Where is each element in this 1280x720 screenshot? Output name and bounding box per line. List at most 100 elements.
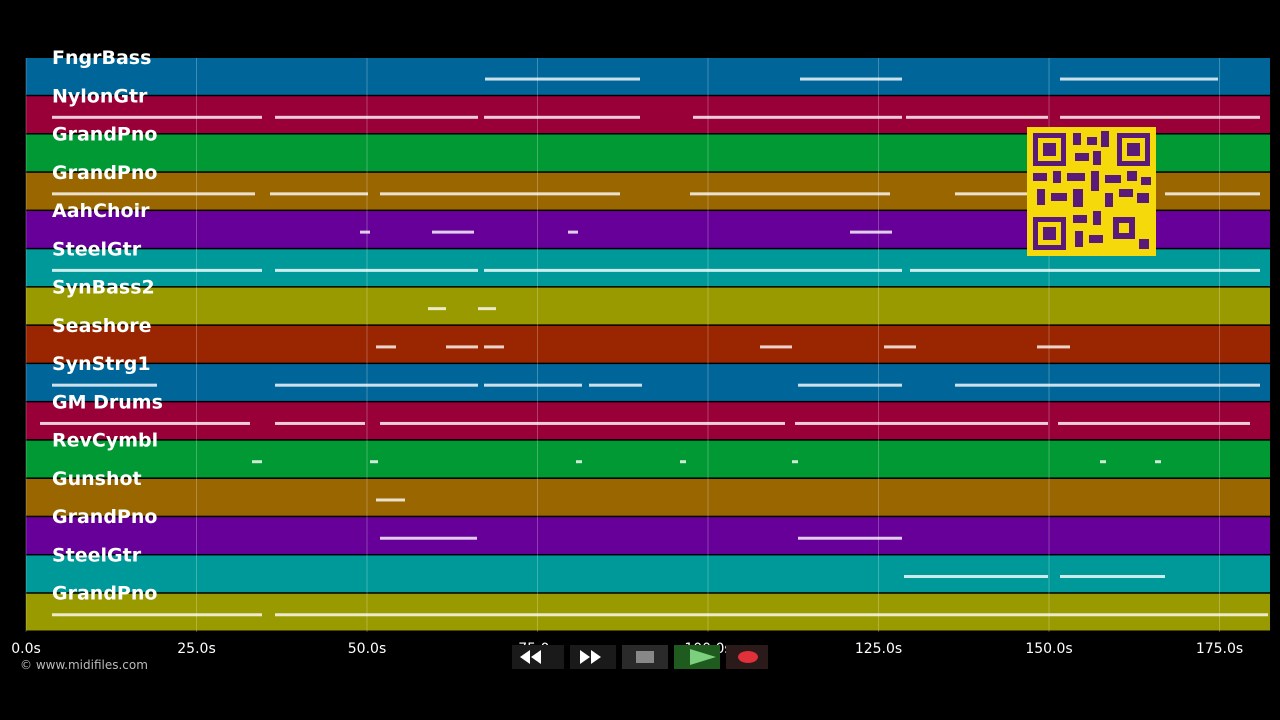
note-strip bbox=[1060, 77, 1218, 81]
track-label: GrandPno bbox=[52, 162, 157, 184]
track-label: GrandPno bbox=[52, 506, 157, 528]
forward-button[interactable] bbox=[570, 645, 616, 669]
note-strip bbox=[798, 536, 902, 540]
track-row bbox=[26, 478, 1270, 516]
track-label: SynBass2 bbox=[52, 277, 155, 299]
note-strip bbox=[884, 345, 916, 349]
play-button[interactable] bbox=[674, 645, 720, 669]
track-label: GrandPno bbox=[52, 583, 157, 605]
track-label: SteelGtr bbox=[52, 544, 142, 566]
tick-label: 125.0s bbox=[855, 641, 902, 657]
tick-label: 150.0s bbox=[1025, 641, 1072, 657]
note-strip bbox=[589, 383, 642, 387]
qr-code bbox=[1027, 127, 1156, 256]
track-row bbox=[26, 96, 1270, 134]
track-label: SynStrg1 bbox=[52, 353, 151, 375]
tick-label: 0.0s bbox=[11, 641, 41, 657]
note-strip bbox=[376, 498, 405, 502]
note-strip bbox=[955, 192, 1048, 196]
note-strip bbox=[360, 230, 370, 234]
track-row bbox=[26, 58, 1270, 95]
note-strip bbox=[432, 230, 474, 234]
note-strip bbox=[275, 421, 365, 425]
note-strip bbox=[275, 383, 478, 387]
note-strip bbox=[275, 115, 478, 119]
track-row bbox=[26, 593, 1270, 631]
note-strip bbox=[904, 575, 1048, 579]
note-strip bbox=[1058, 421, 1250, 425]
note-strip bbox=[52, 383, 157, 387]
note-strip bbox=[485, 77, 640, 81]
note-strip bbox=[795, 421, 1048, 425]
tick-label: 25.0s bbox=[177, 641, 215, 657]
note-strip bbox=[955, 383, 1260, 387]
note-strip bbox=[376, 345, 396, 349]
note-strip bbox=[252, 460, 262, 464]
track-labels: FngrBass NylonGtr GrandPno GrandPno AahChoir… bbox=[52, 47, 163, 605]
note-strip bbox=[380, 536, 477, 540]
track-label: SteelGtr bbox=[52, 238, 142, 260]
notes bbox=[40, 77, 1268, 617]
track-label: GM Drums bbox=[52, 391, 163, 413]
stop-button[interactable] bbox=[622, 645, 668, 669]
note-strip bbox=[792, 460, 798, 464]
note-strip bbox=[52, 115, 262, 119]
note-strip bbox=[484, 345, 504, 349]
note-strip bbox=[760, 345, 792, 349]
note-strip bbox=[1037, 345, 1070, 349]
tick-label: 175.0s bbox=[1196, 641, 1243, 657]
rewind-button[interactable] bbox=[512, 645, 564, 669]
note-strip bbox=[270, 192, 368, 196]
track-label: Gunshot bbox=[52, 468, 142, 490]
track-label: RevCymbl bbox=[52, 430, 158, 452]
track-label: AahChoir bbox=[52, 200, 150, 222]
note-strip bbox=[446, 345, 478, 349]
note-strip bbox=[484, 268, 902, 272]
note-strip bbox=[576, 460, 582, 464]
note-strip bbox=[910, 268, 1260, 272]
tick-label: 50.0s bbox=[348, 641, 386, 657]
note-strip bbox=[1060, 575, 1165, 579]
note-strip bbox=[52, 268, 262, 272]
track-row bbox=[26, 402, 1270, 440]
note-strip bbox=[850, 230, 892, 234]
track-row bbox=[26, 325, 1270, 363]
note-strip bbox=[275, 613, 1268, 617]
note-strip bbox=[906, 115, 1048, 119]
note-strip bbox=[690, 192, 890, 196]
note-strip bbox=[568, 230, 578, 234]
note-strip bbox=[428, 307, 446, 311]
note-strip bbox=[370, 460, 378, 464]
note-strip bbox=[798, 383, 902, 387]
note-strip bbox=[380, 421, 785, 425]
note-strip bbox=[484, 115, 640, 119]
transport-controls bbox=[512, 645, 768, 669]
note-strip bbox=[693, 115, 902, 119]
note-strip bbox=[484, 383, 582, 387]
note-strip bbox=[680, 460, 686, 464]
note-strip bbox=[478, 307, 496, 311]
note-strip bbox=[380, 192, 620, 196]
note-strip bbox=[52, 192, 255, 196]
note-strip bbox=[1100, 460, 1106, 464]
track-row bbox=[26, 287, 1270, 325]
track-row bbox=[26, 364, 1270, 401]
note-strip bbox=[800, 77, 902, 81]
track-label: NylonGtr bbox=[52, 85, 148, 107]
track-label: FngrBass bbox=[52, 47, 151, 69]
note-strip bbox=[52, 613, 262, 617]
track-label: GrandPno bbox=[52, 124, 157, 146]
note-strip bbox=[40, 421, 250, 425]
note-strip bbox=[1155, 460, 1161, 464]
track-label: Seashore bbox=[52, 315, 152, 337]
copyright: © www.midifiles.com bbox=[20, 658, 148, 672]
note-strip bbox=[275, 268, 478, 272]
track-row bbox=[26, 440, 1270, 478]
note-strip bbox=[1060, 115, 1260, 119]
track-row bbox=[26, 517, 1270, 554]
track-row bbox=[26, 555, 1270, 593]
record-button[interactable] bbox=[726, 645, 768, 669]
note-strip bbox=[1165, 192, 1260, 196]
